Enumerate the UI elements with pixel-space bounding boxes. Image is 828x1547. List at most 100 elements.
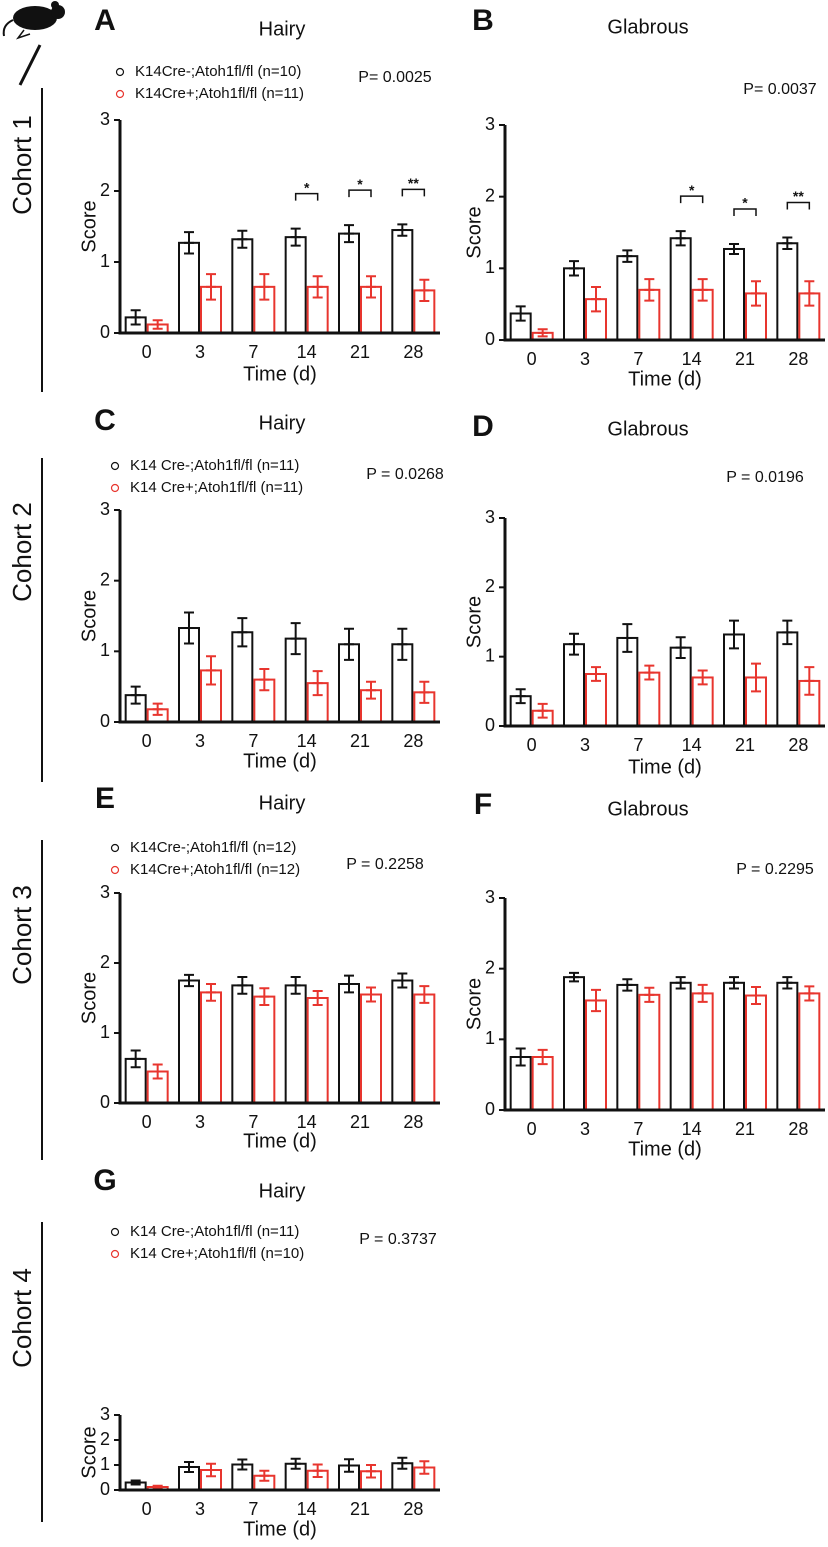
- x-tick-label: 21: [735, 735, 755, 755]
- y-axis-label: Score: [78, 972, 100, 1024]
- error-bar: [782, 619, 793, 646]
- legend-label: K14 Cre-;Atoh1fl/fl (n=11): [130, 1223, 299, 1240]
- bar: [798, 992, 821, 1112]
- error-bar: [515, 688, 526, 705]
- error-bar: [312, 670, 323, 697]
- p-value: P = 0.0268: [366, 466, 444, 483]
- y-tick-label: 2: [100, 569, 110, 589]
- bar: [776, 242, 799, 341]
- p-value: P = 0.3737: [359, 1231, 437, 1248]
- error-bar: [515, 1047, 526, 1067]
- x-tick-label: 0: [142, 1499, 152, 1519]
- mouse-icon: [2, 1, 65, 86]
- legend-marker: [110, 1249, 120, 1259]
- significance-bracket: [401, 188, 426, 197]
- y-tick-label: 3: [100, 882, 110, 902]
- legend-marker: [115, 89, 125, 99]
- error-bar: [622, 978, 633, 992]
- error-bar: [290, 227, 301, 247]
- y-tick-label: 0: [100, 1092, 110, 1112]
- error-bar: [290, 622, 301, 656]
- legend-marker: [110, 865, 120, 875]
- error-bar: [569, 971, 579, 983]
- y-tick-label: 1: [100, 251, 110, 271]
- legend-label: K14Cre+;Atoh1fl/fl (n=12): [130, 861, 300, 878]
- x-tick-label: 7: [248, 731, 258, 751]
- error-bar: [804, 280, 815, 307]
- error-bar: [644, 664, 655, 681]
- panel: D Glabrous P = 0.0196 Time (d) Score 0 1 2 3 0 3 7 1…: [463, 410, 825, 778]
- error-bar: [130, 1049, 141, 1069]
- error-bar: [675, 636, 686, 660]
- y-tick-label: 0: [485, 329, 495, 349]
- p-value: P = 0.2258: [346, 856, 424, 873]
- error-bar: [751, 280, 761, 307]
- x-tick-label: 21: [350, 731, 370, 751]
- error-bar: [591, 285, 601, 313]
- significance-label: *: [689, 182, 695, 198]
- panel-title: Glabrous: [607, 16, 688, 38]
- y-axis-label: Score: [463, 206, 485, 258]
- x-tick-label: 3: [195, 1112, 205, 1132]
- error-bar: [152, 319, 163, 330]
- error-bar: [537, 1048, 548, 1066]
- y-tick-label: 1: [100, 1454, 110, 1474]
- error-bar: [697, 278, 708, 302]
- bar: [638, 993, 661, 1112]
- error-bar: [312, 990, 323, 1006]
- bar: [563, 976, 585, 1111]
- error-bar: [130, 685, 141, 705]
- bar: [284, 236, 307, 334]
- error-bar: [206, 655, 216, 686]
- bar: [231, 238, 254, 334]
- y-tick-label: 0: [485, 1099, 495, 1119]
- significance-label: *: [357, 176, 363, 192]
- significance-bracket: [348, 189, 372, 198]
- error-bar: [312, 1463, 323, 1478]
- x-tick-label: 3: [580, 735, 590, 755]
- error-bar: [184, 611, 194, 645]
- y-tick-label: 3: [485, 114, 495, 134]
- y-tick-label: 1: [485, 257, 495, 277]
- x-tick-label: 7: [248, 342, 258, 362]
- x-tick-label: 21: [350, 1499, 370, 1519]
- x-tick-label: 28: [788, 735, 808, 755]
- error-bar: [419, 1460, 430, 1475]
- error-bar: [130, 309, 141, 326]
- panel-letter: D: [472, 410, 494, 443]
- error-bar: [697, 669, 708, 686]
- bar: [563, 643, 585, 727]
- bar: [745, 994, 767, 1112]
- x-tick-label: 21: [735, 1119, 755, 1139]
- x-tick-label: 0: [142, 342, 152, 362]
- x-axis-label: Time (d): [243, 363, 317, 385]
- significance-label: **: [793, 188, 804, 204]
- bar: [669, 981, 692, 1111]
- error-bar: [152, 1063, 163, 1080]
- cohort-label: Cohort 4: [7, 1268, 37, 1368]
- y-tick-label: 3: [485, 507, 495, 527]
- x-tick-label: 3: [195, 731, 205, 751]
- x-tick-label: 0: [142, 1112, 152, 1132]
- error-bar: [537, 328, 548, 338]
- significance-label: *: [742, 195, 748, 211]
- error-bar: [259, 987, 270, 1006]
- cohort-label: Cohort 2: [7, 502, 37, 602]
- error-bar: [729, 976, 739, 990]
- y-tick-label: 2: [485, 576, 495, 596]
- x-axis-label: Time (d): [628, 368, 702, 390]
- error-bar: [591, 988, 601, 1013]
- x-tick-label: 3: [195, 1499, 205, 1519]
- x-axis-label: Time (d): [628, 756, 702, 778]
- error-bar: [344, 224, 354, 244]
- panel-letter: B: [472, 4, 494, 37]
- significance-bracket: [733, 208, 757, 216]
- x-tick-label: 14: [297, 731, 317, 751]
- y-tick-label: 3: [100, 109, 110, 129]
- error-bar: [644, 278, 655, 302]
- bar: [253, 995, 276, 1104]
- error-bar: [782, 976, 793, 990]
- error-bar: [729, 619, 739, 650]
- bar: [360, 993, 382, 1104]
- legend-marker: [110, 461, 120, 471]
